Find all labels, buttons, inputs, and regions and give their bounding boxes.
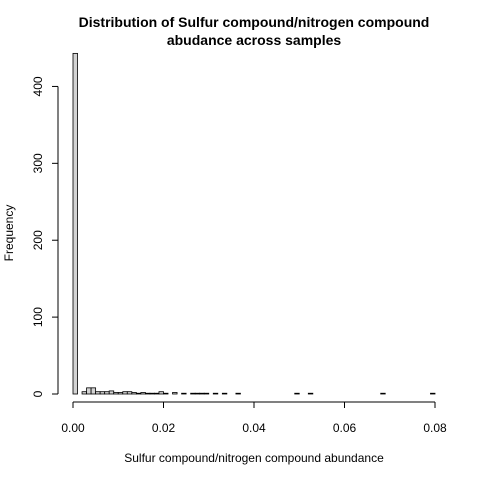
histogram-bar-13 xyxy=(131,392,137,395)
chart-title-line-1: Distribution of Sulfur compound/nitrogen… xyxy=(79,14,430,30)
histogram-bar-8 xyxy=(108,390,115,395)
histogram-bar-11 xyxy=(122,391,128,395)
histogram-bar-24 xyxy=(181,392,187,395)
histogram-bar-15 xyxy=(140,392,146,395)
histogram-bar-29 xyxy=(203,392,210,395)
y-tick-label-3: 300 xyxy=(31,153,45,173)
x-tick-label-2: 0.04 xyxy=(242,421,266,435)
x-axis: 0.00 0.02 0.04 0.06 0.08 xyxy=(61,401,447,435)
histogram-bar-68 xyxy=(380,392,386,395)
histogram-bar-14 xyxy=(135,392,142,395)
histogram-bar-22 xyxy=(172,392,178,395)
histogram-bar-6 xyxy=(99,391,106,395)
histogram-bar-4 xyxy=(90,387,97,395)
histogram-bar-52 xyxy=(307,392,314,395)
histogram-bar-3 xyxy=(86,387,92,395)
histogram-bars xyxy=(72,52,436,395)
histogram-bar-18 xyxy=(154,392,160,395)
x-tick-label-4: 0.08 xyxy=(423,421,447,435)
histogram-bar-17 xyxy=(149,392,155,395)
chart-title-line-2: abudance across samples xyxy=(167,32,342,48)
histogram-bar-79 xyxy=(430,392,436,395)
x-tick-label-1: 0.02 xyxy=(152,421,176,435)
y-axis-label: Frequency xyxy=(2,205,16,262)
histogram-bar-20 xyxy=(163,392,169,395)
histogram-bar-12 xyxy=(126,391,133,395)
histogram-bar-16 xyxy=(144,392,151,395)
histogram-bar-9 xyxy=(113,392,119,395)
histogram-bar-0 xyxy=(72,52,78,395)
y-axis: 0 100 200 300 400 xyxy=(31,76,59,397)
y-tick-label-2: 200 xyxy=(31,230,45,250)
x-axis-label: Sulfur compound/nitrogen compound abunda… xyxy=(124,451,384,465)
histogram-bar-26 xyxy=(190,392,196,395)
x-tick-label-3: 0.06 xyxy=(333,421,357,435)
histogram-bar-7 xyxy=(104,391,110,395)
histogram-bar-33 xyxy=(221,392,228,395)
y-tick-label-1: 100 xyxy=(31,307,45,327)
histogram-bar-27 xyxy=(194,392,201,395)
histogram-bar-2 xyxy=(81,391,87,395)
histogram-bar-19 xyxy=(158,391,164,395)
y-tick-label-0: 0 xyxy=(31,390,45,397)
y-tick-label-4: 400 xyxy=(31,76,45,96)
histogram-bar-5 xyxy=(95,391,101,395)
histogram-bar-49 xyxy=(294,392,300,395)
histogram-bar-36 xyxy=(235,392,241,395)
histogram-bar-28 xyxy=(199,392,205,395)
histogram-bar-10 xyxy=(117,392,124,395)
histogram-bar-31 xyxy=(212,392,219,395)
x-tick-label-0: 0.00 xyxy=(61,421,85,435)
